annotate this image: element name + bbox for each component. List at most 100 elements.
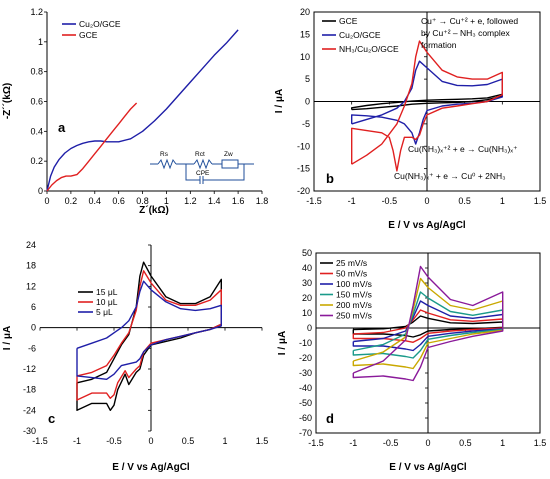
y-tick-label: 20 bbox=[302, 293, 312, 303]
y-tick-label: -30 bbox=[299, 368, 312, 378]
x-tick-label: -1.5 bbox=[306, 196, 322, 206]
circuit-label: CPE bbox=[196, 170, 210, 177]
x-tick-label: -1 bbox=[349, 438, 357, 448]
panel-letter: c bbox=[48, 411, 55, 426]
warburg-element bbox=[221, 159, 239, 169]
y-tick-label: -40 bbox=[299, 383, 312, 393]
y-tick-label: 24 bbox=[26, 240, 36, 250]
series-line-3 bbox=[76, 280, 223, 380]
x-tick-label: 0.8 bbox=[136, 196, 149, 206]
y-tick-label: 0.2 bbox=[30, 156, 43, 166]
y-tick-label: 10 bbox=[300, 52, 310, 62]
series-line-1 bbox=[46, 29, 239, 192]
y-axis-title: I / μA bbox=[2, 326, 13, 350]
y-tick-label: 6 bbox=[31, 302, 36, 312]
y-tick-label: 40 bbox=[302, 263, 312, 273]
equivalent-circuit: Rs Rct Zw CPE bbox=[150, 151, 254, 184]
series-line-2 bbox=[46, 102, 138, 192]
y-tick-label: 0.4 bbox=[30, 126, 43, 136]
x-tick-label: 0 bbox=[424, 196, 429, 206]
legend-label: 150 mV/s bbox=[336, 290, 372, 300]
x-tick-label: 1.4 bbox=[208, 196, 221, 206]
y-tick-label: 0 bbox=[307, 323, 312, 333]
legend-label: Cu₂O/GCE bbox=[79, 19, 121, 29]
y-tick-label: 0.8 bbox=[30, 67, 43, 77]
legend-label: 25 mV/s bbox=[336, 258, 367, 268]
y-tick-label: 0 bbox=[305, 97, 310, 107]
y-tick-label: 50 bbox=[302, 248, 312, 258]
x-tick-label: 0 bbox=[148, 436, 153, 446]
y-tick-label: -5 bbox=[302, 119, 310, 129]
x-tick-label: 0 bbox=[44, 196, 49, 206]
legend-label: GCE bbox=[79, 30, 98, 40]
legend-label: 10 μL bbox=[96, 297, 118, 307]
panel-a: 0 0.2 0.4 0.6 0.8 1 1.2 1.4 1.6 1.8 0 0.2 0.4 0.6 0.8 1… bbox=[2, 7, 268, 216]
annotation-text: Cu⁺ → Cu⁺² + e, followed bbox=[421, 16, 518, 26]
legend-label: Cu₂O/GCE bbox=[339, 30, 381, 40]
x-tick-label: 1.8 bbox=[256, 196, 269, 206]
y-tick-label: -18 bbox=[23, 385, 36, 395]
x-tick-label: 0.5 bbox=[458, 196, 471, 206]
circuit-label: Rs bbox=[160, 151, 169, 158]
x-tick-label: -0.5 bbox=[106, 436, 122, 446]
x-tick-label: 0.2 bbox=[65, 196, 78, 206]
x-tick-label: -1 bbox=[73, 436, 81, 446]
x-axis-title: E / V vs Ag/AgCl bbox=[388, 220, 466, 231]
y-tick-label: -10 bbox=[297, 141, 310, 151]
circuit-wire bbox=[185, 164, 200, 181]
series-line-6 bbox=[352, 265, 504, 382]
x-tick-label: 0.4 bbox=[89, 196, 102, 206]
y-tick-label: 20 bbox=[300, 7, 310, 17]
y-tick-label: -20 bbox=[297, 186, 310, 196]
legend-label: 15 μL bbox=[96, 287, 118, 297]
x-tick-label: 1.5 bbox=[534, 438, 547, 448]
x-tick-label: 1 bbox=[222, 436, 227, 446]
y-tick-label: 0 bbox=[31, 323, 36, 333]
x-tick-label: 1.5 bbox=[256, 436, 269, 446]
y-tick-label: 12 bbox=[26, 281, 36, 291]
panel-letter: a bbox=[58, 120, 66, 135]
resistor-rct bbox=[193, 158, 213, 170]
y-axis-title: I / μA bbox=[277, 331, 288, 355]
legend-label: 100 mV/s bbox=[336, 279, 372, 289]
legend-label: NH₃/Cu₂O/GCE bbox=[339, 44, 399, 54]
y-tick-label: 1.2 bbox=[30, 7, 43, 17]
x-tick-label: 1 bbox=[164, 196, 169, 206]
circuit-wire bbox=[203, 164, 245, 181]
y-axis-title: I / μA bbox=[274, 89, 285, 113]
annotation-text: Cu(NH₃)ₓ⁺ + e → Cu⁰ + 2NH₃ bbox=[394, 171, 506, 181]
y-tick-label: 0.6 bbox=[30, 97, 43, 107]
panel-d: -1.5 -1 -0.5 0 0.5 1 1.5 -70 -60 -50 -40 -30 -20 -10 0… bbox=[277, 248, 546, 473]
panel-letter: d bbox=[326, 411, 334, 426]
x-tick-label: -1.5 bbox=[32, 436, 48, 446]
x-tick-label: 1.2 bbox=[184, 196, 197, 206]
x-tick-label: 0.6 bbox=[112, 196, 125, 206]
legend-label: 200 mV/s bbox=[336, 300, 372, 310]
x-tick-label: -1 bbox=[348, 196, 356, 206]
series-line-1 bbox=[76, 261, 223, 411]
x-axis-title: E / V vs Ag/AgCl bbox=[112, 462, 190, 473]
y-axis-title: -Z´´(kΩ) bbox=[2, 83, 13, 119]
x-tick-label: -0.5 bbox=[383, 438, 399, 448]
x-tick-label: -1.5 bbox=[308, 438, 324, 448]
annotation-text: Cu(NH₃)ₓ⁺² + e → Cu(NH₃)ₓ⁺ bbox=[408, 144, 518, 154]
x-axis-title: E / V vs Ag/AgCl bbox=[389, 462, 467, 473]
y-tick-label: 10 bbox=[302, 308, 312, 318]
circuit-label: Rct bbox=[195, 151, 205, 158]
x-tick-label: -0.5 bbox=[382, 196, 398, 206]
y-tick-label: 15 bbox=[300, 29, 310, 39]
legend-label: 250 mV/s bbox=[336, 311, 372, 321]
y-tick-label: -10 bbox=[299, 338, 312, 348]
y-tick-label: -30 bbox=[23, 426, 36, 436]
x-tick-label: 0 bbox=[425, 438, 430, 448]
y-tick-label: -6 bbox=[28, 343, 36, 353]
x-tick-label: 0.5 bbox=[182, 436, 195, 446]
y-tick-label: 18 bbox=[26, 261, 36, 271]
x-tick-label: 1 bbox=[500, 196, 505, 206]
y-tick-label: -50 bbox=[299, 398, 312, 408]
y-tick-label: 0 bbox=[38, 186, 43, 196]
series-line-2 bbox=[351, 60, 503, 145]
annotation-text: by Cu⁺² – NH₃ complex bbox=[421, 28, 510, 38]
panel-b: -1.5 -1 -0.5 0 0.5 1 1.5 -20 -15 -10 -5 0 5 10 15 20 E /… bbox=[274, 7, 546, 231]
